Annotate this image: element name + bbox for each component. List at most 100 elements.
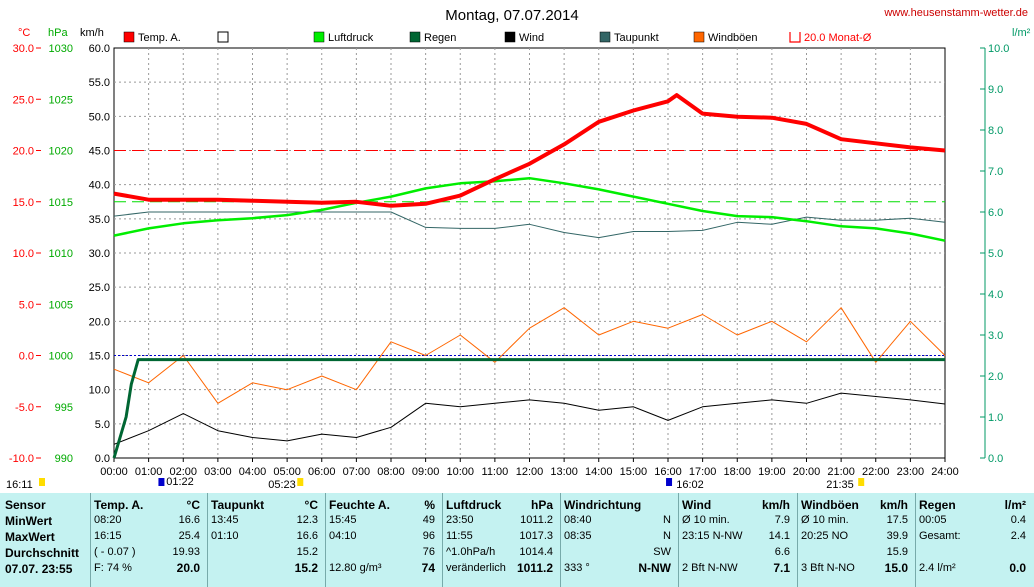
event-marker xyxy=(858,478,865,486)
rain-current: 0.0 xyxy=(1009,561,1026,575)
press-value: 1014.4 xyxy=(519,546,553,558)
divider xyxy=(915,493,916,587)
temp-unit: °C xyxy=(18,27,30,39)
wind-tick-label: 5.0 xyxy=(95,419,110,431)
gust-value: 17.5 xyxy=(886,514,908,526)
col-hum: Feuchte A.% 15:45 49 04:10 96 76 12.80 g/m³ 74 xyxy=(329,493,435,587)
x-tick-label: 14:00 xyxy=(585,466,613,478)
press-header: Luftdruck xyxy=(446,498,502,512)
col-press: Luftdruck hPa 23:50 1011.2 11:55 1017.3 ^1.0hP… xyxy=(446,493,553,587)
divider xyxy=(207,493,208,587)
x-tick-label: 06:00 xyxy=(308,466,336,478)
temp-value: 25.4 xyxy=(178,530,200,542)
rain-tick-label: 6.0 xyxy=(988,207,1003,219)
hum-time: 04:10 xyxy=(329,530,357,542)
label-min: MinWert xyxy=(5,514,53,528)
press-footer-label: veränderlich xyxy=(446,562,506,574)
temp-tick-label: -5.0 xyxy=(15,402,34,414)
label-avg: Durchschnitt xyxy=(5,546,80,560)
col-temp: Temp. A. °C 08:20 16.6 16:15 25.4 ( - 0.07 ) 19… xyxy=(94,493,200,587)
pressure-tick-label: 1015 xyxy=(49,197,73,209)
gust-footer-label: 3 Bft N-NO xyxy=(801,562,855,574)
x-tick-label: 03:00 xyxy=(204,466,232,478)
x-tick-label: 12:00 xyxy=(516,466,544,478)
col-sensor: Sensor MinWert MaxWert Durchschnitt 07.0… xyxy=(5,493,87,587)
series-luftdruck xyxy=(113,176,946,242)
divider xyxy=(90,493,91,587)
legend-swatch xyxy=(599,31,611,43)
hum-value: 76 xyxy=(422,546,435,558)
x-tick-label: 09:00 xyxy=(412,466,440,478)
divider xyxy=(797,493,798,587)
site-url[interactable]: www.heusenstamm-wetter.de xyxy=(883,7,1028,19)
rain-time: 00:05 xyxy=(919,514,947,526)
series-taupunkt xyxy=(113,211,946,239)
wind-tick-label: 40.0 xyxy=(89,180,110,192)
temp-tick-label: 0.0 xyxy=(19,351,34,363)
rain-value: 0.4 xyxy=(1010,514,1026,526)
gust-header: Windböen xyxy=(801,498,859,512)
temp-tick-label: 5.0 xyxy=(19,299,34,311)
gust-value: 15.9 xyxy=(886,546,908,558)
temp-tick-label: 20.0 xyxy=(13,146,34,158)
series-tempa xyxy=(113,93,946,208)
x-tick-label: 10:00 xyxy=(446,466,474,478)
x-tick-label: 11:00 xyxy=(482,466,509,478)
dir-time: 08:40 xyxy=(564,514,592,526)
wind-header: Wind xyxy=(682,498,712,512)
rain-time: Gesamt: xyxy=(919,530,961,542)
dew-current: 15.2 xyxy=(294,561,318,575)
legend-label: Wind xyxy=(519,32,544,44)
gust-unit: km/h xyxy=(879,498,908,512)
press-time: 11:55 xyxy=(446,530,473,542)
x-tick-label: 24:00 xyxy=(931,466,959,478)
legend-swatch xyxy=(504,31,516,43)
temp-footer-label: F: 74 % xyxy=(94,562,132,574)
pressure-tick-label: 995 xyxy=(55,402,73,414)
wind-tick-label: 35.0 xyxy=(89,214,110,226)
chart-legend: Temp. A. Luftdruck Regen Wind Taupunkt Windbö… xyxy=(123,31,872,44)
press-time: 23:50 xyxy=(446,514,474,526)
legend-swatch xyxy=(217,31,229,43)
rain-tick-label: 7.0 xyxy=(988,166,1003,178)
legend-swatch xyxy=(409,31,421,43)
hum-header: Feuchte A. xyxy=(329,498,390,512)
x-tick-label: 17:00 xyxy=(689,466,717,478)
rain-tick-label: 1.0 xyxy=(988,412,1003,424)
x-tick-label: 20:00 xyxy=(793,466,821,478)
legend-swatch xyxy=(123,31,135,43)
dew-unit: °C xyxy=(304,498,318,512)
wind-tick-label: 25.0 xyxy=(89,282,110,294)
wind-value: 7.9 xyxy=(774,514,790,526)
pressure-tick-label: 1020 xyxy=(49,146,73,158)
hum-value: 49 xyxy=(422,514,435,526)
press-current: 1011.2 xyxy=(516,561,553,575)
rain-unit: l/m² xyxy=(1004,498,1026,512)
x-tick-label: 02:00 xyxy=(169,466,197,478)
dir-value: SW xyxy=(653,546,671,558)
dew-value: 12.3 xyxy=(296,514,318,526)
gust-time: Ø 10 min. xyxy=(801,514,849,526)
x-tick-label: 00:00 xyxy=(100,466,128,478)
rain-tick-label: 8.0 xyxy=(988,125,1003,137)
press-value: 1017.3 xyxy=(519,530,553,542)
x-tick-label: 04:00 xyxy=(239,466,267,478)
rain-tick-label: 10.0 xyxy=(988,43,1009,55)
gust-current: 15.0 xyxy=(884,561,908,575)
temp-tick-label: 10.0 xyxy=(13,248,34,260)
event-marker xyxy=(39,478,45,486)
legend-label: 20.0 Monat-Ø xyxy=(804,32,872,44)
divider xyxy=(678,493,679,587)
wind-unit: km/h xyxy=(761,498,790,512)
dew-value: 16.6 xyxy=(296,530,318,542)
hum-value: 96 xyxy=(422,530,435,542)
legend-label: Windböen xyxy=(708,32,758,44)
rain-tick-label: 2.0 xyxy=(988,371,1003,383)
dir-current: N-NW xyxy=(638,561,671,575)
grid-lines xyxy=(114,48,945,458)
wind-tick-label: 55.0 xyxy=(89,77,110,89)
dir-time: 08:35 xyxy=(564,530,592,542)
x-tick-label: 19:00 xyxy=(758,466,786,478)
legend-label: Regen xyxy=(424,32,456,44)
temp-tick-label: -10.0 xyxy=(9,453,34,465)
